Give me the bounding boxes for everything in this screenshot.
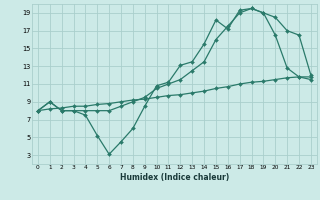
X-axis label: Humidex (Indice chaleur): Humidex (Indice chaleur) [120, 173, 229, 182]
